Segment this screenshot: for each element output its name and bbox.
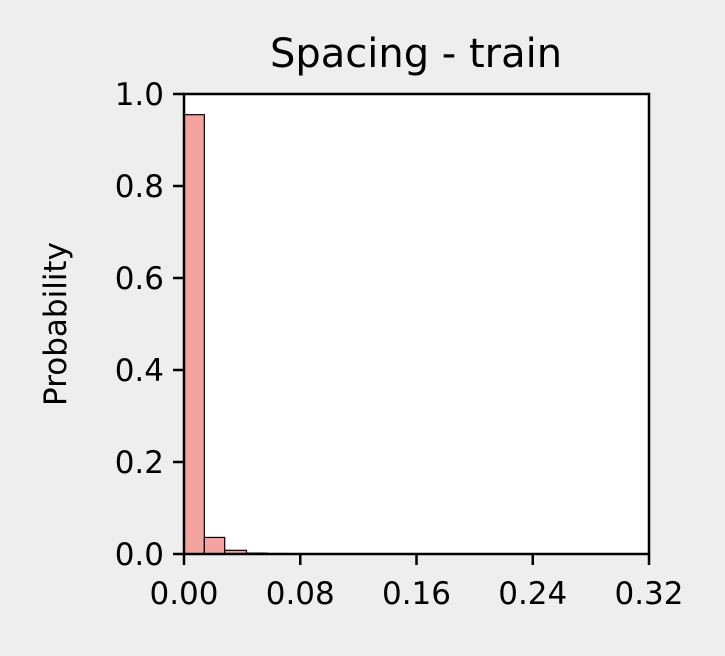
x-tick-label: 0.32 bbox=[614, 576, 683, 612]
plot-area bbox=[184, 94, 649, 554]
x-tick-label: 0.24 bbox=[498, 576, 567, 612]
x-axis: 0.00 0.08 0.16 0.24 0.32 bbox=[149, 554, 684, 612]
y-tick-label: 0.0 bbox=[115, 537, 164, 573]
chart-title: Spacing - train bbox=[270, 31, 562, 77]
y-axis: 0.0 0.2 0.4 0.6 0.8 1.0 bbox=[115, 77, 184, 573]
y-tick-label: 1.0 bbox=[115, 77, 164, 113]
y-axis-label: Probability bbox=[38, 242, 74, 406]
y-tick-label: 0.6 bbox=[115, 261, 164, 297]
y-tick-label: 0.8 bbox=[115, 169, 164, 205]
y-tick-label: 0.4 bbox=[115, 353, 164, 389]
histogram-bar bbox=[203, 536, 226, 555]
histogram-bar bbox=[183, 114, 205, 555]
y-tick-label: 0.2 bbox=[115, 445, 164, 481]
x-tick-label: 0.08 bbox=[266, 576, 335, 612]
x-tick-label: 0.00 bbox=[149, 576, 218, 612]
x-tick-label: 0.16 bbox=[382, 576, 451, 612]
